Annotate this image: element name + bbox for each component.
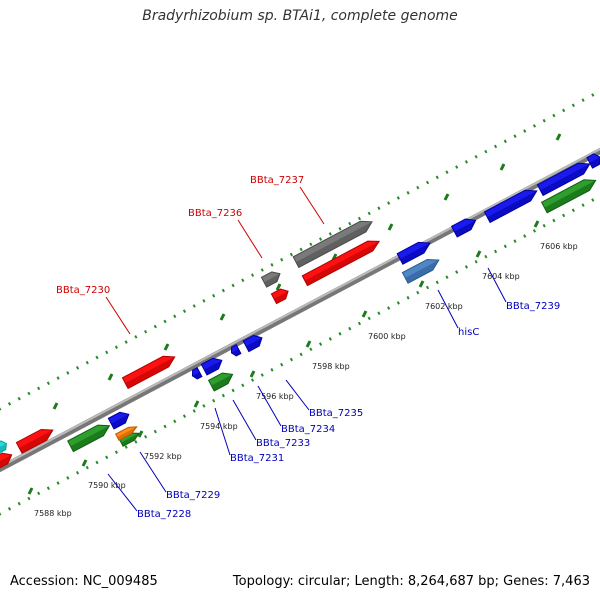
tick-label: 7588 kbp xyxy=(34,509,72,518)
gene-arrow-blue xyxy=(536,162,591,197)
leader-line xyxy=(299,186,325,225)
gene-arrow-red xyxy=(0,452,13,472)
gene-arrow-green xyxy=(207,372,234,392)
leader-line xyxy=(214,407,231,456)
gene-label-bbta-7236: BBta_7236 xyxy=(188,208,242,219)
gene-arrow-blue xyxy=(242,334,263,353)
gene-arrow-blue xyxy=(483,189,538,224)
tick-mark xyxy=(305,340,312,348)
leader-line xyxy=(105,296,131,335)
gene-label-bbta-7234: BBta_7234 xyxy=(281,424,335,435)
label-leader-lines xyxy=(105,186,507,512)
tick-mark xyxy=(27,487,34,495)
leader-line xyxy=(139,451,167,493)
gene-arrow-gray xyxy=(260,271,281,288)
tick-label: 7606 kbp xyxy=(540,242,578,251)
gene-arrow-cyan xyxy=(0,440,7,454)
genome-summary-text: Topology: circular; Length: 8,264,687 bp… xyxy=(232,574,590,589)
gene-arrow-blue xyxy=(230,344,242,357)
gene-arrow-orange xyxy=(114,426,138,441)
gene-arrow-steelblue xyxy=(401,258,440,284)
gene-arrow-blue xyxy=(191,367,203,380)
leader-line xyxy=(285,379,310,411)
tick-mark xyxy=(533,220,540,228)
tick-mark xyxy=(193,400,200,408)
gene-label-bbta-7239: BBta_7239 xyxy=(506,301,560,312)
tick-mark xyxy=(443,193,450,201)
gene-arrow-green xyxy=(67,424,111,453)
leader-line xyxy=(237,219,263,259)
gene-arrow-red xyxy=(301,240,381,287)
gene-label-bbta-7237: BBta_7237 xyxy=(250,175,304,186)
tick-mark xyxy=(418,280,425,288)
gene-arrow-green xyxy=(540,179,597,214)
tick-mark xyxy=(137,430,144,438)
leader-line xyxy=(107,473,138,512)
gene-label-bbta-7235: BBta_7235 xyxy=(309,408,363,419)
tick-mark xyxy=(387,223,394,231)
gene-arrow-blue xyxy=(200,357,223,376)
tick-mark xyxy=(361,310,368,318)
tick-mark xyxy=(275,283,282,291)
tick-mark xyxy=(555,133,562,141)
gene-label-bbta-7230: BBta_7230 xyxy=(56,285,110,296)
dotted-guide-line-2 xyxy=(0,89,600,411)
tick-label: 7604 kbp xyxy=(482,272,520,281)
tick-label: 7600 kbp xyxy=(368,332,406,341)
tick-label: 7602 kbp xyxy=(425,302,463,311)
leader-line xyxy=(487,267,507,303)
tick-mark xyxy=(107,373,114,381)
gene-label-bbta-7228: BBta_7228 xyxy=(137,509,191,520)
tick-mark xyxy=(81,459,88,467)
gene-label-hisc: hisC xyxy=(458,327,479,338)
tick-marks: 7588 kbp 7590 kbp 7592 kbp 7594 kbp 7596 kbp… xyxy=(27,133,578,518)
tick-label: 7594 kbp xyxy=(200,422,238,431)
gene-arrow-gray xyxy=(292,220,373,269)
tick-mark xyxy=(249,370,256,378)
gene-label-bbta-7229: BBta_7229 xyxy=(166,490,220,501)
gene-label-bbta-7231: BBta_7231 xyxy=(230,453,284,464)
tick-label: 7592 kbp xyxy=(144,452,182,461)
gene-labels: BBta_7237 BBta_7236 BBta_7230 BBta_7239 hisC… xyxy=(56,175,560,520)
tick-mark xyxy=(475,250,482,258)
leader-line xyxy=(257,385,282,427)
gene-features xyxy=(0,153,600,472)
gene-arrow-blue xyxy=(450,218,477,238)
tick-label: 7596 kbp xyxy=(256,392,294,401)
map-title: Bradyrhizobium sp. BTAi1, complete genom… xyxy=(142,8,458,24)
tick-label: 7598 kbp xyxy=(312,362,350,371)
tick-mark xyxy=(499,163,506,171)
gene-label-bbta-7233: BBta_7233 xyxy=(256,438,310,449)
tick-mark xyxy=(163,343,170,351)
tick-mark xyxy=(52,402,59,410)
gene-arrow-red xyxy=(15,428,54,454)
accession-text: Accession: NC_009485 xyxy=(10,574,158,589)
gene-arrow-red xyxy=(121,355,176,390)
gene-arrow-blue xyxy=(107,411,130,430)
gene-arrow-blue xyxy=(396,241,431,265)
leader-line xyxy=(232,399,257,441)
tick-mark xyxy=(219,313,226,321)
tick-label: 7590 kbp xyxy=(88,481,126,490)
leader-line xyxy=(437,289,459,329)
gene-arrow-red xyxy=(270,288,289,305)
